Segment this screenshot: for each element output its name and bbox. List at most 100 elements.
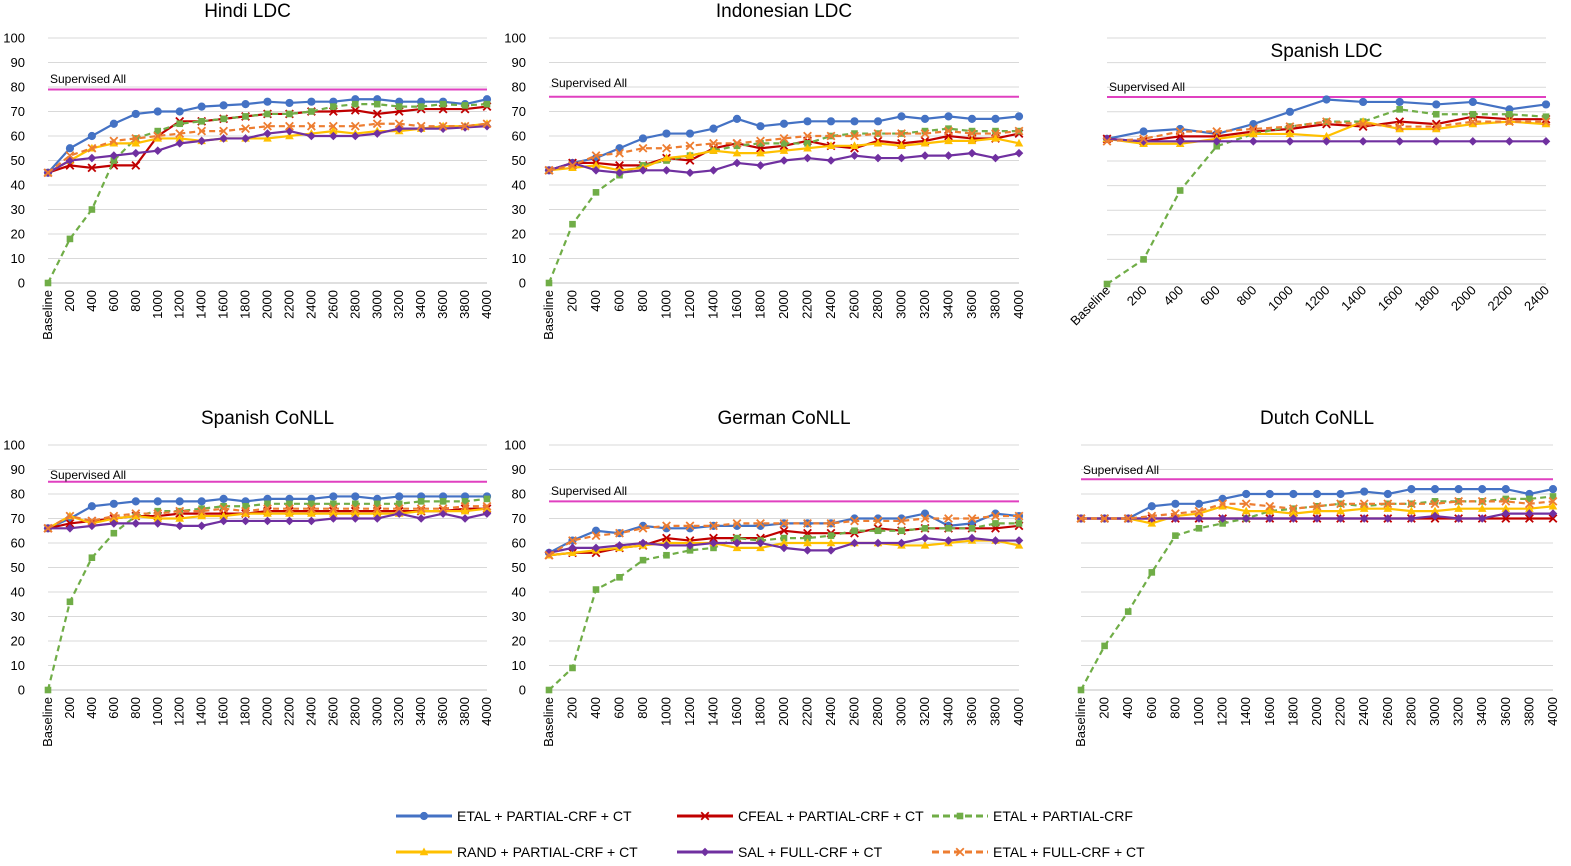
data-point-etal_fc_ct xyxy=(131,509,141,519)
data-point-etal_pc xyxy=(1542,113,1550,121)
x-tick-label: 3000 xyxy=(369,697,384,726)
x-tick-label: 1000 xyxy=(659,290,674,319)
data-point-etal_pc xyxy=(804,140,811,147)
data-point-etal_pc xyxy=(1077,686,1085,694)
x-tick-label: 200 xyxy=(62,290,77,312)
data-point-etal_pc xyxy=(1431,498,1439,505)
x-tick-label: 1400 xyxy=(706,697,721,726)
data-point-sal_fc_ct xyxy=(685,541,695,550)
x-tick-label: 2800 xyxy=(347,697,362,726)
data-point-sal_fc_ct xyxy=(779,156,789,165)
data-point-etal_fc_ct xyxy=(1218,499,1228,509)
x-tick-label: 3400 xyxy=(413,290,428,319)
data-point-etal_pc xyxy=(417,498,425,505)
data-point-rand_pc_ct xyxy=(175,514,184,522)
data-point-rand_pc_ct xyxy=(944,136,953,145)
data-point-sal_fc_ct xyxy=(850,538,859,548)
y-tick-label: 30 xyxy=(512,609,526,624)
data-point-etal_fc_ct xyxy=(109,511,119,521)
data-point-etal_fc_ct xyxy=(615,148,624,158)
y-tick-label: 40 xyxy=(11,178,25,193)
x-tick-label: 800 xyxy=(128,697,143,719)
x-tick-label: 3400 xyxy=(413,697,428,726)
x-tick-label: 2600 xyxy=(325,697,340,726)
data-point-etal_fc_ct xyxy=(709,521,718,531)
data-point-etal_pc_ct xyxy=(591,526,601,535)
data-point-sal_fc_ct xyxy=(1336,514,1345,523)
data-point-cfeal_pc_ct xyxy=(65,518,75,528)
data-point-etal_fc_ct xyxy=(638,143,648,153)
data-point-etal_pc xyxy=(545,686,553,694)
data-point-etal_pc xyxy=(176,120,183,128)
data-point-etal_pc_ct xyxy=(1360,487,1369,496)
data-point-rand_pc_ct xyxy=(109,514,119,522)
x-tick-label: 1200 xyxy=(682,290,697,319)
data-point-sal_fc_ct xyxy=(460,514,470,523)
data-point-sal_fc_ct xyxy=(197,521,206,531)
data-point-rand_pc_ct xyxy=(1395,124,1404,133)
data-point-rand_pc_ct xyxy=(662,153,671,162)
supervised-all-label: Supervised All xyxy=(50,468,126,482)
data-point-sal_fc_ct xyxy=(241,134,250,143)
data-point-etal_fc_ct xyxy=(1147,511,1157,521)
data-point-etal_fc_ct xyxy=(1100,514,1110,523)
data-point-etal_fc_ct xyxy=(1014,126,1024,136)
data-point-etal_pc_ct xyxy=(1147,502,1156,511)
data-point-sal_fc_ct xyxy=(732,158,742,168)
legend-label: ETAL + FULL-CRF + CT xyxy=(993,844,1145,860)
x-tick-label: 200 xyxy=(565,697,580,719)
data-point-sal_fc_ct xyxy=(591,543,601,553)
data-point-etal_pc_ct xyxy=(685,129,695,138)
data-point-etal_pc xyxy=(804,534,811,542)
data-point-cfeal_pc_ct xyxy=(1501,514,1511,523)
data-point-etal_pc xyxy=(1549,493,1557,500)
x-tick-label: 3400 xyxy=(1474,697,1489,726)
data-point-etal_pc_ct xyxy=(219,494,228,503)
data-point-etal_fc_ct xyxy=(685,521,695,531)
data-point-etal_pc xyxy=(1176,187,1184,194)
data-point-etal_pc xyxy=(663,551,670,559)
data-point-rand_pc_ct xyxy=(153,133,163,142)
x-tick-label: 600 xyxy=(612,290,627,312)
data-point-rand_pc_ct xyxy=(1241,506,1251,515)
chart-title: Hindi LDC xyxy=(204,1,291,22)
data-point-sal_fc_ct xyxy=(1358,137,1368,146)
data-point-sal_fc_ct xyxy=(482,509,492,518)
data-point-sal_fc_ct xyxy=(351,131,360,141)
data-point-etal_fc_ct xyxy=(920,129,930,138)
data-point-etal_pc xyxy=(1172,532,1179,539)
x-tick-label: 400 xyxy=(588,697,603,719)
data-point-cfeal_pc_ct xyxy=(1548,514,1558,523)
data-point-etal_fc_ct xyxy=(1541,117,1551,127)
data-point-etal_fc_ct xyxy=(826,518,836,528)
supervised-all-label: Supervised All xyxy=(551,484,627,498)
x-tick-label: 1800 xyxy=(753,697,768,726)
data-point-etal_fc_ct xyxy=(1212,127,1222,136)
data-point-etal_pc_ct xyxy=(175,107,184,116)
data-point-etal_fc_ct xyxy=(944,514,953,523)
data-point-sal_fc_ct xyxy=(756,161,765,170)
data-point-rand_pc_ct xyxy=(131,138,141,147)
data-point-etal_fc_ct xyxy=(1175,127,1185,136)
supervised-all-label: Supervised All xyxy=(50,72,126,86)
data-point-etal_fc_ct xyxy=(638,523,648,533)
data-point-etal_pc_ct xyxy=(1541,100,1551,109)
data-point-rand_pc_ct xyxy=(779,538,789,547)
data-point-rand_pc_ct xyxy=(1431,124,1441,133)
legend-item-etal_fc_ct: ETAL + FULL-CRF + CT xyxy=(932,844,1145,860)
data-point-etal_pc xyxy=(373,100,381,108)
data-point-rand_pc_ct xyxy=(109,138,119,147)
data-point-etal_pc xyxy=(592,586,600,593)
data-point-etal_pc_ct xyxy=(1242,489,1251,499)
data-point-sal_fc_ct xyxy=(944,151,953,160)
data-point-etal_fc_ct xyxy=(1014,511,1024,521)
legend-marker xyxy=(700,847,710,857)
data-point-etal_pc xyxy=(545,279,553,287)
data-point-etal_fc_ct xyxy=(873,129,883,138)
data-point-sal_fc_ct xyxy=(307,516,316,526)
data-point-cfeal_pc_ct xyxy=(87,163,97,173)
data-point-rand_pc_ct xyxy=(779,146,789,154)
data-point-sal_fc_ct xyxy=(1014,148,1024,158)
data-point-sal_fc_ct xyxy=(662,541,671,550)
data-point-sal_fc_ct xyxy=(1505,137,1514,146)
